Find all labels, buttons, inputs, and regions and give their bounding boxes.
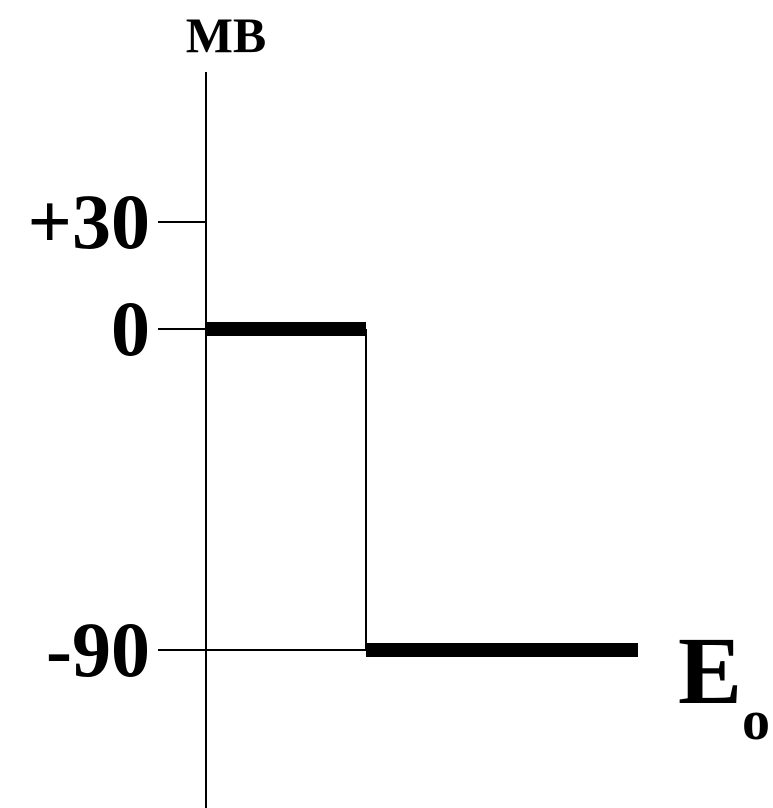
x-axis-label-sub: o — [742, 690, 770, 752]
y-tick-label: -90 — [46, 606, 150, 693]
x-axis-label-main: E — [678, 617, 742, 724]
y-tick-label: +30 — [28, 178, 150, 265]
y-axis-label: MB — [186, 7, 267, 63]
x-axis-label: Eo — [678, 617, 770, 752]
y-tick-label: 0 — [111, 285, 150, 372]
